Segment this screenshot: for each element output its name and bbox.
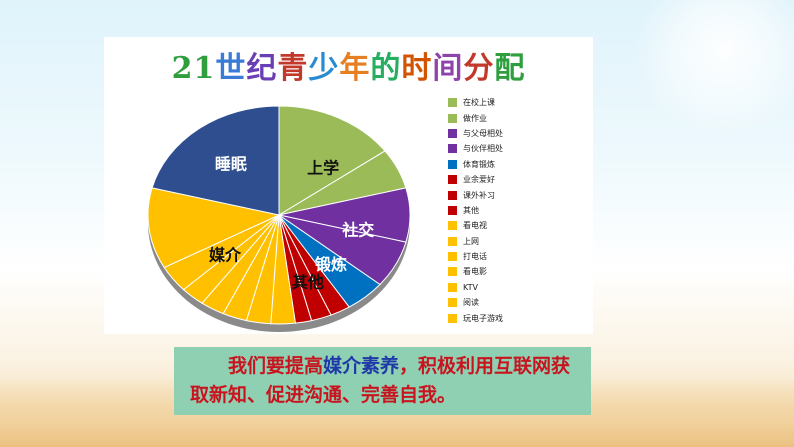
message-box: 我们要提高媒介素养，积极利用互联网获取新知、促进沟通、完善自我。: [174, 347, 591, 415]
legend-label: 业余爱好: [463, 175, 495, 185]
sun-glow: [624, 0, 794, 130]
legend-label: 看电影: [463, 267, 487, 277]
chart-legend: 在校上课做作业与父母相处与伙伴相处体育锻炼业余爱好课外补习其他看电视上网打电话看…: [448, 95, 503, 326]
message-text-before: 我们要提高: [228, 355, 324, 377]
legend-swatch: [448, 190, 457, 200]
legend-item: 阅读: [448, 295, 503, 310]
legend-item: 上网: [448, 234, 503, 249]
chart-title-char: 少: [308, 51, 340, 86]
chart-title-char: 配: [494, 51, 526, 86]
chart-title-char: 2: [171, 51, 194, 86]
pie-group-label: 上学: [307, 159, 339, 178]
legend-label: 看电视: [463, 221, 487, 231]
legend-item: 其他: [448, 203, 503, 218]
legend-item: 打电话: [448, 249, 503, 264]
legend-swatch: [448, 144, 457, 154]
chart-title-char: 世: [215, 51, 247, 86]
legend-label: 课外补习: [463, 190, 495, 200]
chart-title-char: 1: [193, 51, 216, 86]
legend-label: 与伙伴相处: [463, 144, 503, 154]
legend-label: 在校上课: [463, 98, 495, 108]
pie-group-label: 睡眠: [215, 154, 247, 173]
legend-item: 与父母相处: [448, 126, 503, 141]
legend-swatch: [448, 298, 457, 308]
legend-swatch: [448, 282, 457, 292]
legend-swatch: [448, 205, 457, 215]
legend-swatch: [448, 128, 457, 138]
legend-swatch: [448, 175, 457, 185]
chart-title-char: 间: [432, 51, 464, 86]
legend-label: 阅读: [463, 298, 479, 308]
pie-group-label: 其他: [292, 273, 324, 292]
legend-item: 业余爱好: [448, 172, 503, 187]
pie-slice: [278, 105, 386, 216]
message-highlight: 媒介素养: [323, 355, 400, 377]
legend-swatch: [448, 267, 457, 277]
legend-label: 上网: [463, 236, 479, 246]
chart-title-char: 分: [463, 51, 495, 86]
legend-item: 与伙伴相处: [448, 141, 503, 156]
legend-label: KTV: [463, 282, 478, 292]
legend-swatch: [448, 236, 457, 246]
legend-label: 打电话: [463, 252, 487, 262]
chart-panel: 21世纪青少年的时间分配 上学 社交 锻炼 其他 媒介 睡眠 在校上课 做作业 与父母相处 与伙…: [104, 37, 593, 334]
pie-group-label: 锻炼: [315, 255, 347, 274]
legend-label: 做作业: [463, 113, 487, 123]
pie-slice: [151, 105, 280, 216]
chart-title: 21世纪青少年的时间分配: [104, 43, 593, 87]
legend-item: 玩电子游戏: [448, 310, 503, 325]
legend-swatch: [448, 113, 457, 123]
legend-swatch: [448, 159, 457, 169]
pie-group-label: 媒介: [209, 246, 242, 265]
chart-title-char: 年: [339, 51, 371, 86]
legend-swatch: [448, 313, 457, 323]
legend-item: 在校上课: [448, 95, 503, 110]
pie-slice: [147, 187, 281, 269]
legend-label: 与父母相处: [463, 128, 503, 138]
legend-label: 其他: [463, 205, 479, 215]
legend-swatch: [448, 98, 457, 108]
legend-swatch: [448, 252, 457, 262]
legend-label: 玩电子游戏: [463, 313, 503, 323]
legend-item: 做作业: [448, 110, 503, 125]
legend-item: 看电影: [448, 264, 503, 279]
legend-item: 看电视: [448, 218, 503, 233]
message-text-after: ，积极利用互联网获取新知、促进沟通、完善自我。: [190, 355, 571, 406]
chart-title-char: 时: [401, 51, 433, 86]
legend-item: 体育锻炼: [448, 157, 503, 172]
legend-item: 课外补习: [448, 187, 503, 202]
chart-title-char: 纪: [246, 51, 278, 86]
chart-title-char: 青: [277, 51, 309, 86]
legend-label: 体育锻炼: [463, 159, 495, 169]
pie-group-label: 社交: [341, 221, 374, 240]
legend-item: KTV: [448, 280, 503, 295]
chart-title-char: 的: [370, 51, 402, 86]
legend-swatch: [448, 221, 457, 231]
